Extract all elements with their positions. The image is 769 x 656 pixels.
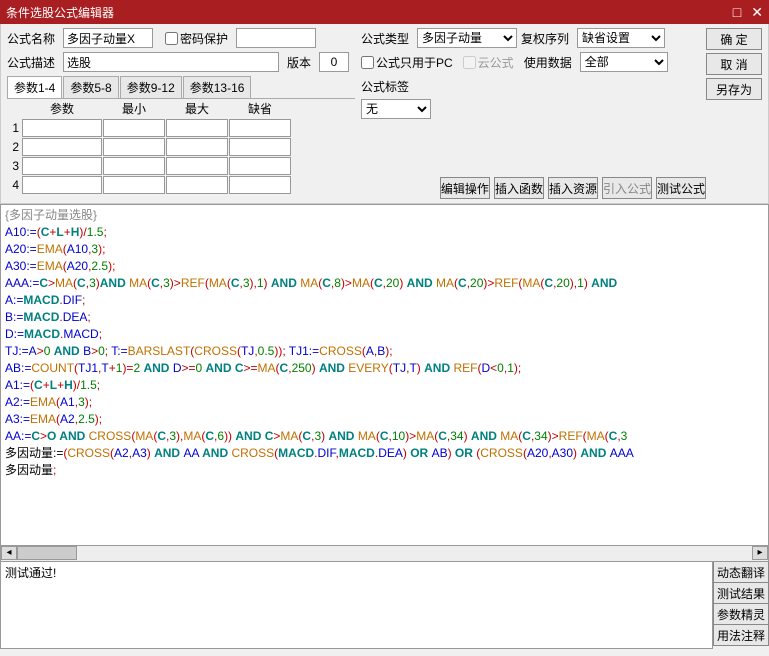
pwd-checkbox-label[interactable]: 密码保护 xyxy=(165,30,228,47)
code-line: A3:=EMA(A2,2.5); xyxy=(5,411,764,428)
param-tabs: 参数1-4参数5-8参数9-12参数13-16 xyxy=(7,76,355,99)
pconly-label[interactable]: 公式只用于PC xyxy=(361,54,453,71)
testf-button[interactable]: 测试公式 xyxy=(656,177,706,199)
param-grid: 参数最小最大缺省 1 2 3 4 xyxy=(7,99,355,194)
code-editor[interactable]: {多因子动量选股}A10:=(C+L+H)/1.5;A20:=EMA(A10,3… xyxy=(0,204,769,546)
dyntrans-button[interactable]: 动态翻译 xyxy=(713,562,769,583)
tab-0[interactable]: 参数1-4 xyxy=(7,76,62,98)
label-name: 公式名称 xyxy=(7,30,59,47)
code-line: A:=MACD.DIF; xyxy=(5,292,764,309)
code-line: AB:=COUNT(TJ1,T+1)=2 AND D>=0 AND C>=MA(… xyxy=(5,360,764,377)
titlebar: 条件选股公式编辑器 □ ✕ xyxy=(0,0,769,24)
param-cell[interactable] xyxy=(22,176,102,194)
type-select[interactable]: 多因子动量 xyxy=(417,28,517,48)
param-cell[interactable] xyxy=(22,138,102,156)
tab-3[interactable]: 参数13-16 xyxy=(183,76,252,98)
usage-button[interactable]: 用法注释 xyxy=(713,625,769,646)
code-line: B:=MACD.DEA; xyxy=(5,309,764,326)
window-title: 条件选股公式编辑器 xyxy=(6,4,114,21)
code-line: AA:=C>O AND CROSS(MA(C,3),MA(C,6)) AND C… xyxy=(5,428,764,445)
insres-button[interactable]: 插入资源 xyxy=(548,177,598,199)
paramwiz-button[interactable]: 参数精灵 xyxy=(713,604,769,625)
pconly-checkbox[interactable] xyxy=(361,56,374,69)
maximize-icon[interactable]: □ xyxy=(733,4,741,21)
insfunc-button[interactable]: 插入函数 xyxy=(494,177,544,199)
ver-input[interactable] xyxy=(319,52,349,72)
label-desc: 公式描述 xyxy=(7,54,59,71)
label-tag: 公式标签 xyxy=(361,78,413,95)
param-cell[interactable] xyxy=(22,157,102,175)
param-header: 最大 xyxy=(166,99,228,118)
testres-button[interactable]: 测试结果 xyxy=(713,583,769,604)
param-cell[interactable] xyxy=(166,176,228,194)
code-line: 多因动量; xyxy=(5,462,764,479)
param-cell[interactable] xyxy=(229,176,291,194)
name-input[interactable] xyxy=(63,28,153,48)
code-line: TJ:=A>0 AND B>0; T:=BARSLAST(CROSS(TJ,0.… xyxy=(5,343,764,360)
param-cell[interactable] xyxy=(103,176,165,194)
code-line: 多因动量:=(CROSS(A2,A3) AND AA AND CROSS(MAC… xyxy=(5,445,764,462)
code-title: {多因子动量选股} xyxy=(5,207,764,224)
label-type: 公式类型 xyxy=(361,30,413,47)
label-ver: 版本 xyxy=(287,54,315,71)
param-cell[interactable] xyxy=(166,157,228,175)
cloud-checkbox xyxy=(463,56,476,69)
label-usedata: 使用数据 xyxy=(524,54,576,71)
cloud-label[interactable]: 云公式 xyxy=(463,54,514,71)
code-line: A1:=(C+L+H)/1.5; xyxy=(5,377,764,394)
reinvest-select[interactable]: 缺省设置 xyxy=(577,28,665,48)
saveas-button[interactable]: 另存为 xyxy=(706,78,762,100)
ok-button[interactable]: 确 定 xyxy=(706,28,762,50)
scroll-right-icon[interactable]: ▸ xyxy=(752,546,768,560)
param-header: 最小 xyxy=(103,99,165,118)
param-cell[interactable] xyxy=(103,138,165,156)
code-line: A10:=(C+L+H)/1.5; xyxy=(5,224,764,241)
cancel-button[interactable]: 取 消 xyxy=(706,53,762,75)
param-cell[interactable] xyxy=(22,119,102,137)
form-panel: 公式名称 密码保护 公式描述 版本 参数1-4参数5-8参数9-12参数13-1… xyxy=(0,24,769,204)
close-icon[interactable]: ✕ xyxy=(751,4,763,21)
code-line: AAA:=C>MA(C,3)AND MA(C,3)>REF(MA(C,3),1)… xyxy=(5,275,764,292)
usedata-select[interactable]: 全部 xyxy=(580,52,668,72)
status-output: 测试通过! xyxy=(0,562,713,649)
param-cell[interactable] xyxy=(229,119,291,137)
tag-select[interactable]: 无 xyxy=(361,99,431,119)
h-scrollbar[interactable]: ◂ ▸ xyxy=(0,546,769,562)
code-line: D:=MACD.MACD; xyxy=(5,326,764,343)
param-cell[interactable] xyxy=(229,157,291,175)
param-cell[interactable] xyxy=(229,138,291,156)
code-line: A2:=EMA(A1,3); xyxy=(5,394,764,411)
label-reinvest: 复权序列 xyxy=(521,30,573,47)
param-header: 参数 xyxy=(22,99,102,118)
scroll-left-icon[interactable]: ◂ xyxy=(1,546,17,560)
tab-1[interactable]: 参数5-8 xyxy=(63,76,118,98)
editop-button[interactable]: 编辑操作 xyxy=(440,177,490,199)
scroll-thumb[interactable] xyxy=(17,546,77,560)
param-rownum: 1 xyxy=(7,121,21,135)
tab-2[interactable]: 参数9-12 xyxy=(120,76,182,98)
pwd-input[interactable] xyxy=(236,28,316,48)
pwd-checkbox[interactable] xyxy=(165,32,178,45)
param-cell[interactable] xyxy=(103,119,165,137)
code-line: A20:=EMA(A10,3); xyxy=(5,241,764,258)
code-line: A30:=EMA(A20,2.5); xyxy=(5,258,764,275)
param-cell[interactable] xyxy=(166,138,228,156)
param-rownum: 2 xyxy=(7,140,21,154)
status-text: 测试通过! xyxy=(5,566,56,580)
param-header: 缺省 xyxy=(229,99,291,118)
param-cell[interactable] xyxy=(166,119,228,137)
impf-button[interactable]: 引入公式 xyxy=(602,177,652,199)
param-rownum: 3 xyxy=(7,159,21,173)
param-rownum: 4 xyxy=(7,178,21,192)
param-cell[interactable] xyxy=(103,157,165,175)
desc-input[interactable] xyxy=(63,52,279,72)
